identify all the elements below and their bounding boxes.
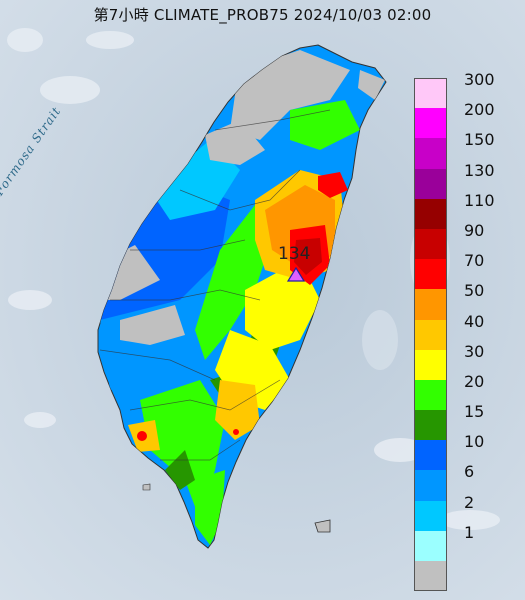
legend-row: 200 xyxy=(414,100,514,139)
legend-row: 50 xyxy=(414,281,514,320)
legend-swatch xyxy=(414,78,447,109)
legend-row: 2 xyxy=(414,493,514,531)
green-island xyxy=(314,519,331,533)
legend-label: 130 xyxy=(464,160,495,180)
legend-row: 40 xyxy=(414,312,514,350)
legend-label: 200 xyxy=(464,100,495,120)
legend-row: 15 xyxy=(414,402,514,441)
legend-swatch xyxy=(414,530,447,561)
legend-swatch xyxy=(414,440,447,471)
legend-row: 30 xyxy=(414,342,514,380)
legend-row: 70 xyxy=(414,251,514,290)
legend-swatch xyxy=(414,379,447,411)
legend-row: 300 xyxy=(414,70,514,109)
legend-label: 20 xyxy=(464,371,485,391)
legend-label: 30 xyxy=(464,341,485,361)
legend-label: 15 xyxy=(464,402,485,422)
legend-row: 90 xyxy=(414,221,514,260)
legend-swatch xyxy=(414,289,447,320)
max-rainfall-marker xyxy=(286,266,306,282)
legend-swatch xyxy=(414,500,447,531)
legend-row xyxy=(414,561,514,592)
legend-swatch xyxy=(414,228,447,260)
legend-row: 1 xyxy=(414,523,514,561)
legend-swatch xyxy=(414,470,447,501)
legend-swatch xyxy=(414,349,447,380)
legend-swatch xyxy=(414,561,447,592)
map-title: 第7小時 CLIMATE_PROB75 2024/10/03 02:00 xyxy=(93,6,432,24)
legend-swatch xyxy=(414,259,447,290)
small-islet xyxy=(142,483,151,491)
legend-label: 50 xyxy=(464,281,485,301)
legend-swatch xyxy=(414,198,447,229)
legend-swatch xyxy=(414,138,447,169)
legend-label: 300 xyxy=(464,70,495,89)
legend-row: 130 xyxy=(414,161,514,199)
legend-swatch xyxy=(414,319,447,350)
legend-row: 10 xyxy=(414,432,514,471)
legend-label: 150 xyxy=(464,130,495,150)
legend-row: 110 xyxy=(414,191,514,229)
legend-label: 110 xyxy=(464,190,495,210)
sea-texture xyxy=(7,28,500,530)
legend-row: 20 xyxy=(414,372,514,411)
legend-swatch xyxy=(414,108,447,139)
legend-label: 1 xyxy=(464,522,475,542)
legend-label: 70 xyxy=(464,251,485,271)
legend-label: 90 xyxy=(464,220,485,240)
legend-row: 150 xyxy=(414,130,514,169)
legend-swatch xyxy=(414,168,447,199)
county-boundaries xyxy=(99,109,331,461)
rainfall-legend: 300 200 150 130 110 90 70 50 40 30 20 15 10 6 2 1 xyxy=(414,70,514,592)
legend-label: 40 xyxy=(464,311,485,331)
legend-label: 2 xyxy=(464,492,475,512)
max-value-label: 134 xyxy=(278,244,311,264)
legend-label: 10 xyxy=(464,432,485,452)
legend-label: 6 xyxy=(464,462,475,482)
legend-row: 6 xyxy=(414,462,514,501)
legend-swatch xyxy=(414,410,447,441)
